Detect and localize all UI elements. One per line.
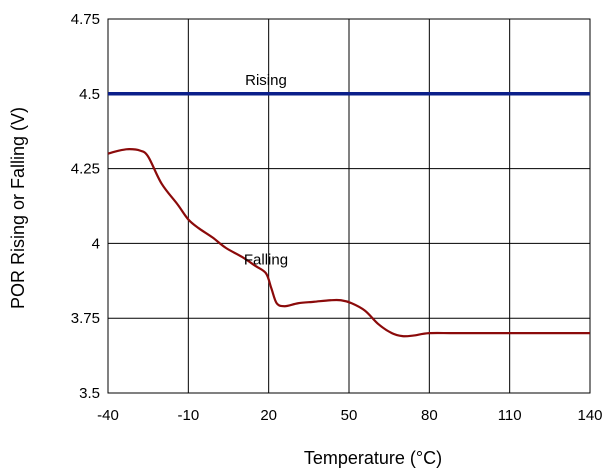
annotation-label: Rising: [245, 72, 287, 89]
x-tick-label: 20: [260, 407, 277, 424]
x-axis-title: Temperature (°C): [304, 448, 442, 468]
y-tick-label: 4.25: [71, 161, 100, 178]
y-axis-title: POR Rising or Falling (V): [8, 107, 28, 309]
y-tick-label: 3.5: [79, 385, 100, 402]
annotation-label: Falling: [244, 251, 288, 268]
series-line-falling: [107, 148, 590, 338]
y-tick-label: 4.5: [79, 86, 100, 103]
grid-lines: [108, 19, 590, 393]
y-tick-label: 4.75: [71, 11, 100, 28]
x-tick-label: 110: [498, 407, 522, 424]
y-tick-label: 3.75: [71, 310, 100, 327]
x-tick-label: -40: [97, 407, 119, 424]
x-axis-ticks: -40 -10 20 50 80 110 140: [97, 407, 602, 424]
y-tick-label: 4: [92, 235, 100, 252]
plot-frame: [107, 18, 591, 394]
x-tick-label: 80: [421, 407, 438, 424]
x-tick-label: 140: [577, 407, 602, 424]
series-layer: [107, 92, 590, 338]
y-axis-ticks: 3.5 3.75 4 4.25 4.5 4.75: [71, 11, 100, 402]
annotations: Rising Falling: [244, 72, 288, 269]
x-tick-label: 50: [341, 407, 358, 424]
x-tick-label: -10: [177, 407, 199, 424]
